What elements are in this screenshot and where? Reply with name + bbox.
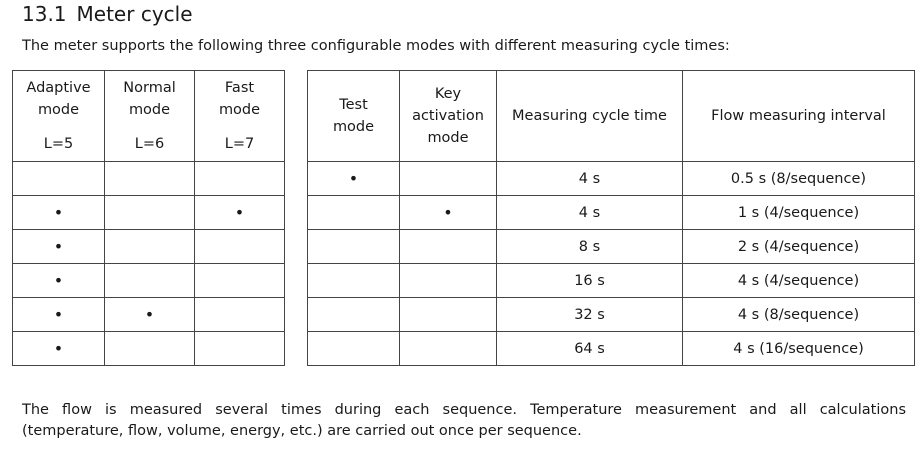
table-cell [307,297,400,332]
table-cell [307,195,400,230]
table-row: • • [12,297,285,332]
table-cell: • [399,195,497,230]
closing-paragraph: The flow is measured several times durin… [22,400,906,442]
table-cell [307,331,400,366]
level-label: L=7 [224,136,255,152]
table-cell: • [104,297,195,332]
table-cell [399,229,497,264]
header-line1: Key [434,86,462,102]
header-line2: activation [412,108,484,124]
level-label: L=6 [134,136,165,152]
table-row: • [12,263,285,298]
paragraph-line-2: (temperature, flow, volume, energy, etc.… [22,423,582,439]
table-cell: • [12,263,105,298]
table-row: • 4 s 0.5 s (8/sequence) [307,161,915,196]
flow-interval-cell: 4 s (4/sequence) [682,263,915,298]
table-row: 64 s 4 s (16/sequence) [307,331,915,366]
flow-interval-cell: 2 s (4/sequence) [682,229,915,264]
intro-paragraph: The meter supports the following three c… [22,38,730,54]
table-cell [194,331,285,366]
cycle-time-cell: 16 s [496,263,683,298]
cycle-time-cell: 32 s [496,297,683,332]
column-header-flow-interval: Flow measuring interval [682,70,915,162]
paragraph-line-1: The flow is measured several times durin… [22,402,906,418]
flow-interval-cell: 4 s (16/sequence) [682,331,915,366]
flow-interval-cell: 4 s (8/sequence) [682,297,915,332]
table-row: 8 s 2 s (4/sequence) [307,229,915,264]
header-line2: mode [37,102,80,118]
table-cell [194,263,285,298]
mode-configuration-table: Adaptive mode L=5 Normal mode L=6 Fast m… [12,70,285,366]
cycle-time-cell: 4 s [496,161,683,196]
table-cell [399,297,497,332]
header-row: Adaptive mode L=5 Normal mode L=6 Fast m… [12,70,285,162]
table-cell: • [12,195,105,230]
table-cell [12,161,105,196]
table-row: • [12,331,285,366]
column-header-cycle-time: Measuring cycle time [496,70,683,162]
table-cell: • [12,229,105,264]
table-cell [194,297,285,332]
table-cell: • [194,195,285,230]
header-line3: mode [427,130,469,146]
header-row: Test mode Key activation mode Measuring … [307,70,915,162]
header-line2: mode [128,102,171,118]
table-cell: • [307,161,400,196]
table-cell [399,161,497,196]
level-label: L=5 [43,136,74,152]
header-line1: Fast [224,80,255,96]
table-cell [307,263,400,298]
table-cell [104,331,195,366]
column-header-key-activation: Key activation mode [399,70,497,162]
table-cell [104,195,195,230]
section-number: 13.1 [22,2,67,26]
table-cell [399,263,497,298]
section-heading: 13.1 Meter cycle [22,2,193,26]
table-cell [194,229,285,264]
column-header-test-mode: Test mode [307,70,400,162]
table-row: 16 s 4 s (4/sequence) [307,263,915,298]
cycle-time-cell: 8 s [496,229,683,264]
section-title: Meter cycle [76,2,193,26]
table-cell [399,331,497,366]
column-header-normal: Normal mode L=6 [104,70,195,162]
table-cell [104,229,195,264]
cycle-time-cell: 4 s [496,195,683,230]
header-line1: Adaptive [26,80,91,96]
table-cell: • [12,297,105,332]
flow-interval-cell: 1 s (4/sequence) [682,195,915,230]
table-row: • 4 s 1 s (4/sequence) [307,195,915,230]
table-cell [307,229,400,264]
column-header-adaptive: Adaptive mode L=5 [12,70,105,162]
column-header-fast: Fast mode L=7 [194,70,285,162]
table-row: • • [12,195,285,230]
flow-interval-cell: 0.5 s (8/sequence) [682,161,915,196]
measuring-cycle-table: Test mode Key activation mode Measuring … [307,70,915,366]
table-row: • [12,229,285,264]
cycle-time-cell: 64 s [496,331,683,366]
table-cell [194,161,285,196]
table-cell: • [12,331,105,366]
header-line1: Normal [123,80,176,96]
header-line2: mode [332,119,375,135]
header-line1: Test [339,97,368,113]
table-cell [104,161,195,196]
table-row: 32 s 4 s (8/sequence) [307,297,915,332]
header-line2: mode [218,102,261,118]
table-row [12,161,285,196]
table-cell [104,263,195,298]
